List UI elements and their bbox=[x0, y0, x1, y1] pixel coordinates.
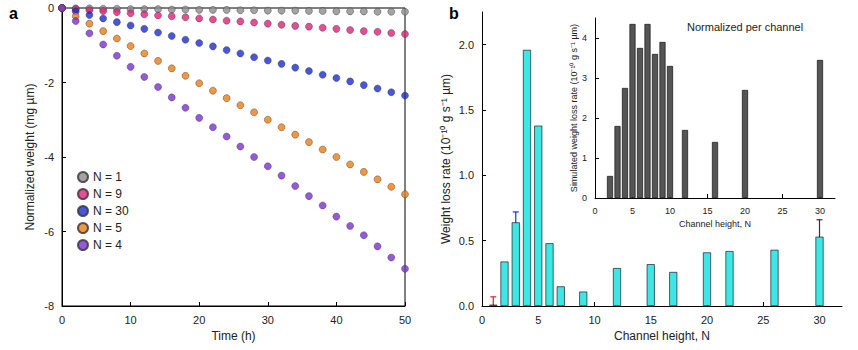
svg-text:25: 25 bbox=[757, 314, 769, 326]
svg-text:0: 0 bbox=[48, 2, 54, 14]
svg-text:30: 30 bbox=[813, 314, 825, 326]
svg-text:Time (h): Time (h) bbox=[211, 329, 255, 343]
svg-text:-4: -4 bbox=[44, 151, 54, 163]
svg-text:20: 20 bbox=[740, 206, 750, 216]
svg-text:Normalized weight (mg µm): Normalized weight (mg µm) bbox=[23, 84, 37, 231]
svg-text:50: 50 bbox=[399, 314, 411, 326]
svg-text:N = 30: N = 30 bbox=[93, 204, 129, 218]
svg-text:2: 2 bbox=[582, 113, 587, 123]
svg-text:15: 15 bbox=[702, 206, 712, 216]
svg-text:30: 30 bbox=[262, 314, 274, 326]
svg-text:1.5: 1.5 bbox=[459, 104, 474, 116]
svg-text:40: 40 bbox=[330, 314, 342, 326]
svg-text:b: b bbox=[449, 5, 459, 22]
svg-text:30: 30 bbox=[815, 206, 825, 216]
svg-text:N = 1: N = 1 bbox=[93, 170, 122, 184]
svg-text:20: 20 bbox=[193, 314, 205, 326]
svg-text:10: 10 bbox=[665, 206, 675, 216]
svg-text:1: 1 bbox=[582, 153, 587, 163]
svg-text:10: 10 bbox=[124, 314, 136, 326]
svg-text:a: a bbox=[9, 5, 18, 22]
svg-text:5: 5 bbox=[630, 206, 635, 216]
svg-text:-8: -8 bbox=[44, 300, 54, 312]
svg-text:5: 5 bbox=[535, 314, 541, 326]
svg-text:Channel height, N: Channel height, N bbox=[679, 219, 751, 229]
svg-text:3: 3 bbox=[582, 73, 587, 83]
svg-text:N = 4: N = 4 bbox=[93, 238, 122, 252]
svg-text:15: 15 bbox=[645, 314, 657, 326]
svg-text:0: 0 bbox=[59, 314, 65, 326]
svg-text:-2: -2 bbox=[44, 77, 54, 89]
svg-text:N = 5: N = 5 bbox=[93, 221, 122, 235]
svg-text:2.0: 2.0 bbox=[459, 39, 474, 51]
svg-text:N = 9: N = 9 bbox=[93, 187, 122, 201]
svg-text:Simulated weight loss rate (10: Simulated weight loss rate (10⁻¹⁰ g s⁻¹ … bbox=[569, 24, 579, 192]
svg-text:Normalized per channel: Normalized per channel bbox=[687, 21, 803, 33]
svg-text:0: 0 bbox=[592, 206, 597, 216]
svg-text:Channel height, N: Channel height, N bbox=[614, 329, 710, 343]
svg-text:0: 0 bbox=[479, 314, 485, 326]
svg-text:0: 0 bbox=[582, 193, 587, 203]
svg-text:20: 20 bbox=[701, 314, 713, 326]
svg-text:0.5: 0.5 bbox=[459, 235, 474, 247]
svg-text:1.0: 1.0 bbox=[459, 169, 474, 181]
svg-text:10: 10 bbox=[588, 314, 600, 326]
svg-text:-6: -6 bbox=[44, 226, 54, 238]
svg-text:0.0: 0.0 bbox=[459, 300, 474, 312]
svg-text:25: 25 bbox=[777, 206, 787, 216]
svg-text:Weight loss rate (10⁻¹⁰ g s⁻¹: Weight loss rate (10⁻¹⁰ g s⁻¹ µm) bbox=[439, 74, 453, 244]
svg-text:4: 4 bbox=[582, 33, 587, 43]
